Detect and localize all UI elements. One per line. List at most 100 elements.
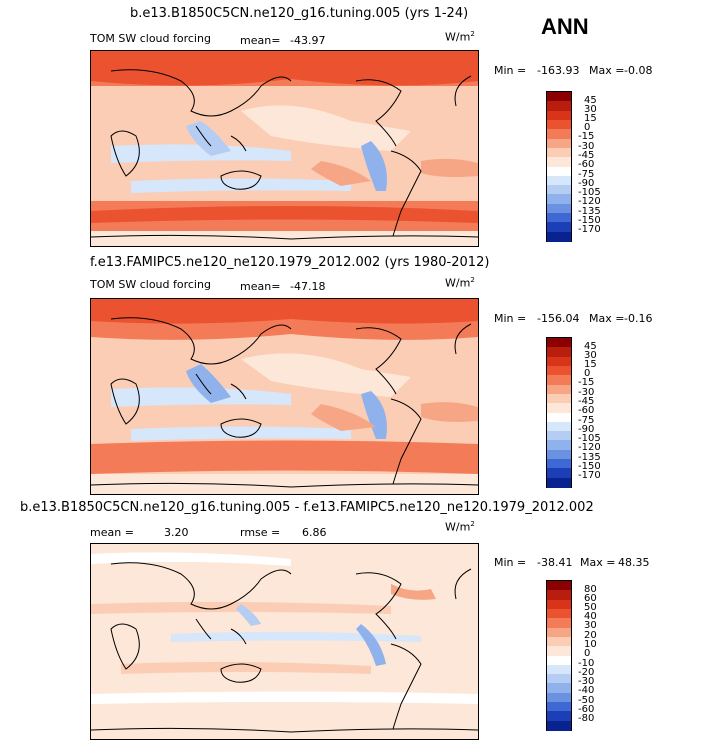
panel1-colorbar-label: 45 (584, 95, 597, 106)
colorbar-swatch (547, 599, 571, 610)
colorbar-swatch (547, 384, 571, 395)
colorbar-swatch (547, 231, 571, 242)
colorbar-swatch (547, 449, 571, 460)
colorbar-swatch (547, 608, 571, 619)
panel1-colorbar-label: -30 (578, 141, 595, 152)
colorbar-swatch (547, 674, 571, 684)
panel1-colorbar-label: 30 (584, 104, 597, 115)
panel2-colorbar-label: -120 (578, 442, 601, 453)
panel2-field (90, 299, 479, 494)
panel3-max-value: 48.35 (618, 556, 650, 569)
panel1-field (90, 51, 479, 246)
panel1-colorbar-label: -170 (578, 224, 601, 235)
panel1-colorbar-label: -120 (578, 196, 601, 207)
panel2-map (90, 298, 479, 495)
panel3-rmse-label: rmse = (240, 526, 281, 539)
panel1-colorbar-label: -45 (578, 150, 595, 161)
colorbar-swatch (547, 431, 571, 441)
panel3-units: W/m2 (445, 520, 475, 534)
colorbar-swatch (547, 222, 571, 233)
panel1-colorbar-label: -15 (578, 131, 595, 142)
colorbar-swatch (547, 412, 571, 423)
colorbar-swatch (547, 338, 571, 348)
panel2-variable: TOM SW cloud forcing (90, 278, 211, 291)
panel2-title: f.e13.FAMIPC5.ne120_ne120.1979_2012.002 … (90, 255, 490, 270)
colorbar-swatch (547, 356, 571, 367)
panel2-colorbar-label: -30 (578, 387, 595, 398)
panel3-colorbar-label: -10 (578, 658, 595, 669)
panel3-colorbar-label: 0 (584, 648, 591, 659)
panel3-field (90, 544, 479, 739)
panel2-max-label: Max = (589, 312, 625, 325)
panel3-colorbar-label: -20 (578, 667, 595, 678)
colorbar-swatch (547, 683, 571, 694)
colorbar-swatch (547, 375, 571, 386)
panel3-title: b.e13.B1850C5CN.ne120_g16.tuning.005 - f… (20, 500, 594, 515)
panel1-colorbar-label: -150 (578, 215, 601, 226)
panel2-min-value: -156.04 (537, 312, 580, 325)
colorbar-swatch (547, 468, 571, 479)
panel3-colorbar-label: 10 (584, 639, 597, 650)
panel3-min-value: -38.41 (537, 556, 573, 569)
panel3-colorbar-label: -60 (578, 704, 595, 715)
panel2-colorbar: 45 30 15 0 -15 -30 -45 -60 -75 -90 -105 … (546, 337, 601, 488)
panel3-colorbar-label: -50 (578, 695, 595, 706)
panel2-colorbar-label: -170 (578, 470, 601, 481)
colorbar-swatch (547, 213, 571, 223)
panel3-colorbar-label: 50 (584, 602, 597, 613)
panel3-mean-value: 3.20 (164, 526, 189, 539)
panel2-colorbar-label: -150 (578, 461, 601, 472)
colorbar-swatch (547, 477, 571, 488)
panel2-colorbar-label: -135 (578, 452, 601, 463)
colorbar-swatch (547, 365, 571, 376)
panel2-colorbar-label: 30 (584, 350, 597, 361)
panel3-colorbar-label: 60 (584, 593, 597, 604)
colorbar-swatch (547, 459, 571, 469)
colorbar-swatch (547, 664, 571, 675)
colorbar-swatch (547, 203, 571, 214)
colorbar-swatch (547, 185, 571, 195)
colorbar-swatch (547, 646, 571, 656)
panel2-colorbar-label: 45 (584, 341, 597, 352)
colorbar-swatch (547, 393, 571, 404)
colorbar-swatch (547, 618, 571, 629)
panel1-min-value: -163.93 (537, 64, 580, 77)
panel3-colorbar-label: -30 (578, 676, 595, 687)
colorbar-swatch (547, 692, 571, 703)
panel2-colorbar-label: 0 (584, 368, 591, 379)
colorbar-swatch (547, 166, 571, 177)
panel3-colorbar-label: 20 (584, 630, 597, 641)
panel1-colorbar-label: -135 (578, 206, 601, 217)
colorbar-swatch (547, 403, 571, 413)
panel2-colorbar-label: -75 (578, 415, 595, 426)
panel2-mean-value: -47.18 (290, 280, 326, 293)
colorbar-swatch (547, 110, 571, 121)
colorbar-swatch (547, 119, 571, 130)
panel3-colorbar-label: 80 (584, 584, 597, 595)
panel1-colorbar-label: 0 (584, 122, 591, 133)
panel1-title: b.e13.B1850C5CN.ne120_g16.tuning.005 (yr… (130, 6, 469, 21)
panel2-max-value: -0.16 (624, 312, 653, 325)
panel2-colorbar-label: 15 (584, 359, 597, 370)
colorbar-swatch (547, 440, 571, 451)
panel1-max-value: -0.08 (624, 64, 653, 77)
colorbar-swatch (547, 711, 571, 722)
colorbar-swatch (547, 581, 571, 591)
colorbar-swatch (547, 421, 571, 432)
colorbar-swatch (547, 590, 571, 601)
panel2-colorbar-label: -105 (578, 433, 601, 444)
panel1-colorbar: 45 30 15 0 -15 -30 -45 -60 -75 -90 -105 … (546, 91, 601, 242)
panel1-colorbar-label: -105 (578, 187, 601, 198)
panel2-colorbar-label: -90 (578, 424, 595, 435)
panel3-mean-label: mean = (90, 526, 134, 539)
colorbar-swatch (547, 627, 571, 638)
panel3-colorbar-label: 40 (584, 611, 597, 622)
panel2-units: W/m2 (445, 276, 475, 290)
panel3-map (90, 543, 479, 740)
colorbar-swatch (547, 347, 571, 358)
panel2-mean-label: mean= (240, 280, 281, 293)
colorbar-swatch (547, 101, 571, 112)
panel3-max-label: Max = (580, 556, 616, 569)
panel2-colorbar-label: -45 (578, 396, 595, 407)
panel1-variable: TOM SW cloud forcing (90, 32, 211, 45)
